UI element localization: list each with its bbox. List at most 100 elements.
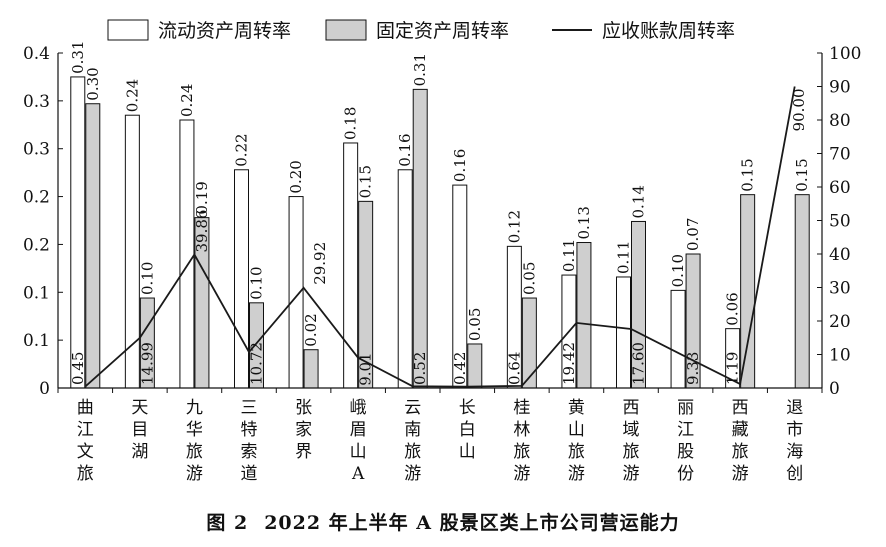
x-tick-label: 曲江文旅: [77, 398, 94, 484]
data-label-receivables: 0.45: [69, 352, 87, 385]
x-tick-label: 桂林旅游: [513, 398, 530, 484]
data-label-receivables: 0.64: [505, 352, 523, 385]
left-tick-label: 0.1: [23, 283, 50, 303]
x-tick-label: 九华旅游: [186, 398, 203, 484]
data-label-fixed: 0.13: [575, 206, 593, 239]
right-tick-label: 20: [829, 312, 851, 332]
axes: 0 0.1 0.1 0.2 0.2 0.3 0.3 0.4 0 10 20 30 40 50 60 70 80 9…: [23, 44, 862, 484]
right-tick-label: 0: [829, 379, 840, 399]
right-tick-label: 80: [829, 111, 851, 131]
bar-current-asset-turnover: [670, 289, 686, 389]
combo-chart: 流动资产周转率 固定资产周转率 应收账款周转率 0.310.300.450.240.…: [23, 19, 862, 484]
x-tick-label: 云南旅游: [404, 398, 421, 484]
data-label-fixed: 0.15: [357, 165, 375, 198]
data-label-current: 0.12: [505, 210, 523, 243]
data-label-current: 0.16: [396, 133, 414, 166]
left-tick-label: 0.4: [23, 44, 50, 64]
figure-caption: 图 2 2022 年上半年 A 股景区类上市公司营运能力: [0, 508, 886, 535]
bar-fixed-asset-turnover: [303, 349, 319, 389]
legend-swatch: [325, 19, 367, 41]
data-label-current: 0.24: [178, 84, 196, 117]
data-label-current: 0.11: [560, 239, 578, 272]
left-tick-label: 0.3: [23, 140, 50, 160]
x-tick-label: 张家界: [295, 398, 312, 462]
bar-fixed-asset-turnover: [794, 194, 810, 389]
data-label-receivables: 9.01: [357, 352, 375, 385]
data-label-fixed: 0.07: [684, 218, 702, 251]
data-label-fixed: 0.30: [84, 67, 102, 100]
data-label-receivables: 29.92: [311, 242, 329, 285]
data-label-receivables: 14.99: [138, 342, 156, 385]
legend-label: 固定资产周转率: [376, 20, 509, 42]
bar-current-asset-turnover: [616, 276, 631, 389]
data-label-fixed: 0.19: [193, 181, 211, 214]
data-label-fixed: 0.14: [630, 185, 648, 218]
bar-fixed-asset-turnover: [412, 88, 428, 389]
data-label-fixed: 0.10: [248, 266, 266, 299]
x-tick-label: 黄山旅游: [568, 398, 585, 484]
left-tick-label: 0: [39, 379, 50, 399]
right-tick-label: 10: [829, 346, 851, 366]
left-tick-label: 0.2: [23, 235, 50, 255]
x-tick-label: 西域旅游: [623, 398, 640, 484]
right-tick-label: 70: [829, 145, 851, 165]
legend-label: 应收账款周转率: [602, 20, 735, 42]
x-tick-label: 丽江股份: [677, 398, 694, 484]
line-receivables-turnover: [84, 86, 796, 388]
left-tick-label: 0.3: [23, 92, 50, 112]
data-label-current: 0.22: [233, 133, 251, 166]
data-label-receivables: 9.33: [684, 352, 702, 385]
data-label-receivables: 0.42: [451, 352, 469, 385]
bar-current-asset-turnover: [234, 169, 249, 389]
x-tick-label: 长白山: [459, 398, 476, 462]
x-tick-label: 西藏旅游: [732, 398, 749, 484]
data-label-fixed: 0.05: [466, 308, 484, 341]
data-label-fixed: 0.10: [138, 262, 156, 295]
data-label-current: 0.11: [615, 241, 633, 274]
data-label-current: 0.18: [342, 107, 360, 140]
bar-fixed-asset-turnover: [576, 242, 592, 389]
bar-fixed-asset-turnover: [521, 297, 537, 389]
figure-title: 2022 年上半年 A 股景区类上市公司营运能力: [264, 512, 680, 534]
bar-current-asset-turnover: [343, 142, 359, 389]
left-tick-label: 0.2: [23, 188, 50, 208]
data-label-receivables: 90.00: [790, 89, 808, 132]
legend: 流动资产周转率 固定资产周转率 应收账款周转率: [107, 19, 735, 42]
data-label-fixed: 0.15: [793, 158, 811, 191]
bar-fixed-asset-turnover: [85, 103, 101, 389]
bar-current-asset-turnover: [179, 119, 195, 389]
figure-number: 图 2: [206, 512, 249, 534]
data-label-current: 0.16: [451, 149, 469, 182]
data-label-current: 0.24: [123, 79, 141, 112]
left-tick-label: 0.1: [23, 331, 50, 351]
bar-current-asset-turnover: [70, 76, 86, 389]
x-tick-label: 峨眉山 A: [350, 398, 367, 484]
bar-current-asset-turnover: [124, 114, 140, 389]
right-tick-label: 50: [829, 212, 851, 232]
legend-label: 流动资产周转率: [158, 20, 291, 42]
data-label-receivables: 17.60: [630, 342, 648, 385]
x-tick-label: 退市海创: [786, 398, 803, 484]
data-label-receivables: 39.86: [193, 210, 211, 253]
data-label-current: 0.20: [287, 160, 305, 193]
data-label-fixed: 0.02: [302, 313, 320, 346]
right-tick-label: 60: [829, 178, 851, 198]
bar-fixed-asset-turnover: [740, 194, 756, 389]
data-label-receivables: 0.52: [411, 352, 429, 385]
right-tick-label: 100: [829, 44, 861, 64]
right-tick-label: 90: [829, 78, 851, 98]
bar-fixed-asset-turnover: [467, 343, 483, 389]
x-tick-label: 三特索道: [241, 398, 258, 484]
data-label-receivables: 1.19: [724, 352, 742, 385]
data-label-current: 0.06: [724, 292, 742, 325]
bar-current-asset-turnover: [397, 169, 413, 389]
data-label-fixed: 0.31: [411, 53, 429, 86]
right-tick-label: 40: [829, 245, 851, 265]
data-label-fixed: 0.05: [520, 262, 538, 295]
data-label-receivables: 10.72: [248, 342, 266, 385]
data-label-fixed: 0.15: [739, 158, 757, 191]
data-label-current: 0.10: [669, 254, 687, 287]
legend-swatch: [107, 19, 149, 41]
x-tick-label: 天目湖: [131, 398, 148, 462]
